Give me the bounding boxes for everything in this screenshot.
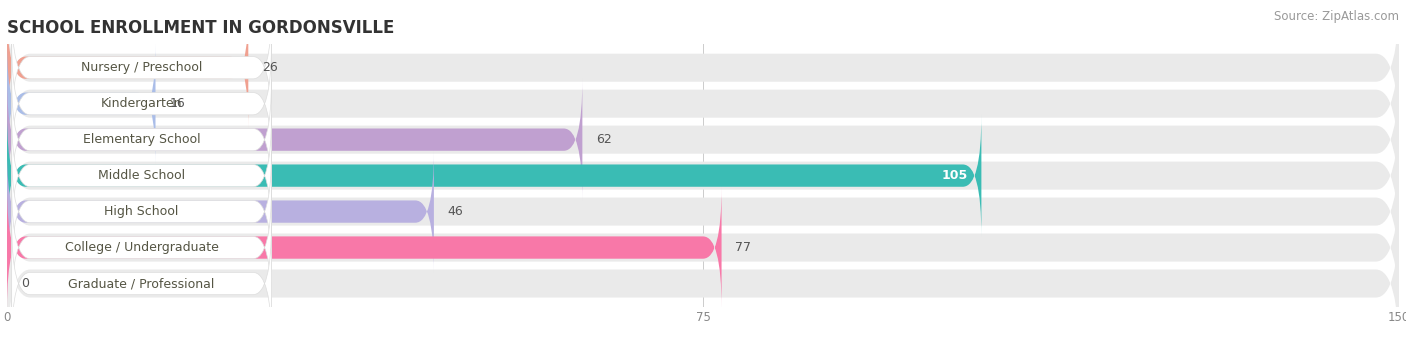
- Text: Nursery / Preschool: Nursery / Preschool: [82, 61, 202, 74]
- FancyBboxPatch shape: [7, 100, 1399, 252]
- Text: 16: 16: [170, 97, 186, 110]
- FancyBboxPatch shape: [11, 79, 271, 201]
- FancyBboxPatch shape: [7, 172, 1399, 324]
- FancyBboxPatch shape: [7, 64, 1399, 216]
- FancyBboxPatch shape: [7, 79, 582, 201]
- FancyBboxPatch shape: [7, 136, 1399, 287]
- FancyBboxPatch shape: [11, 7, 271, 129]
- Text: SCHOOL ENROLLMENT IN GORDONSVILLE: SCHOOL ENROLLMENT IN GORDONSVILLE: [7, 19, 395, 37]
- FancyBboxPatch shape: [11, 43, 271, 164]
- Text: Elementary School: Elementary School: [83, 133, 201, 146]
- Text: Source: ZipAtlas.com: Source: ZipAtlas.com: [1274, 10, 1399, 23]
- Text: Kindergarten: Kindergarten: [101, 97, 183, 110]
- FancyBboxPatch shape: [11, 115, 271, 236]
- FancyBboxPatch shape: [11, 151, 271, 272]
- Text: 105: 105: [941, 169, 967, 182]
- Text: College / Undergraduate: College / Undergraduate: [65, 241, 218, 254]
- Text: 0: 0: [21, 277, 30, 290]
- Text: 62: 62: [596, 133, 612, 146]
- FancyBboxPatch shape: [7, 0, 1399, 144]
- Text: Graduate / Professional: Graduate / Professional: [69, 277, 215, 290]
- FancyBboxPatch shape: [7, 43, 156, 164]
- Text: High School: High School: [104, 205, 179, 218]
- FancyBboxPatch shape: [7, 7, 249, 129]
- Text: 77: 77: [735, 241, 751, 254]
- FancyBboxPatch shape: [7, 28, 1399, 180]
- Text: Middle School: Middle School: [98, 169, 186, 182]
- FancyBboxPatch shape: [11, 187, 271, 308]
- FancyBboxPatch shape: [7, 151, 434, 272]
- FancyBboxPatch shape: [11, 223, 271, 341]
- Text: 26: 26: [262, 61, 278, 74]
- FancyBboxPatch shape: [7, 115, 981, 236]
- Text: 46: 46: [447, 205, 464, 218]
- FancyBboxPatch shape: [7, 187, 721, 308]
- FancyBboxPatch shape: [7, 208, 1399, 341]
